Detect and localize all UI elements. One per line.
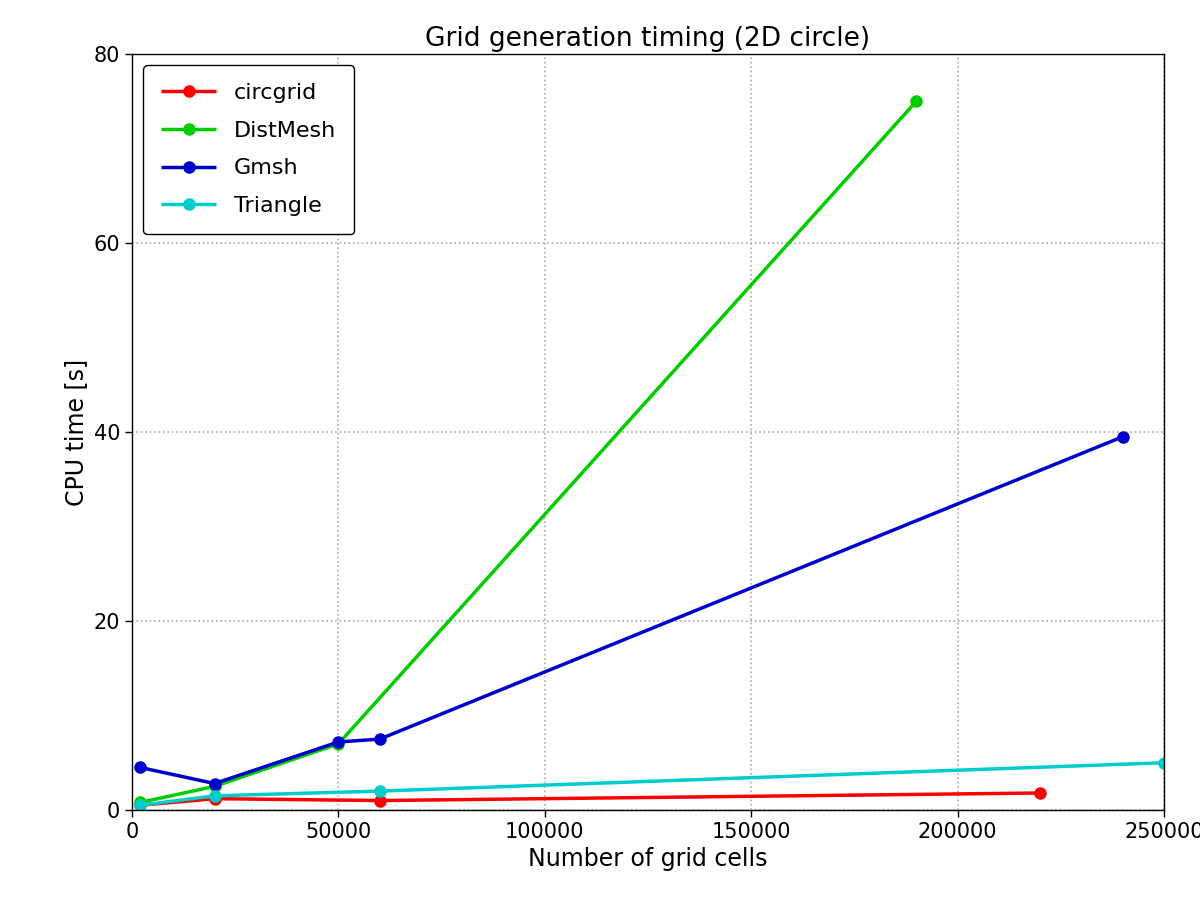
- circgrid: [133, 800, 148, 811]
- DistMesh: [208, 781, 222, 792]
- DistMesh: [910, 95, 924, 106]
- Triangle: [1157, 758, 1171, 769]
- Y-axis label: CPU time [s]: CPU time [s]: [64, 358, 88, 506]
- Gmsh: [1116, 431, 1130, 442]
- Gmsh: [331, 736, 346, 747]
- Triangle: [208, 790, 222, 801]
- Gmsh: [372, 734, 386, 744]
- Title: Grid generation timing (2D circle): Grid generation timing (2D circle): [426, 26, 870, 51]
- circgrid: [372, 796, 386, 806]
- Legend: circgrid, DistMesh, Gmsh, Triangle: circgrid, DistMesh, Gmsh, Triangle: [143, 65, 354, 234]
- Gmsh: [133, 762, 148, 773]
- Gmsh: [208, 778, 222, 789]
- Line: Triangle: Triangle: [134, 757, 1170, 811]
- Line: DistMesh: DistMesh: [134, 95, 922, 808]
- circgrid: [208, 793, 222, 804]
- X-axis label: Number of grid cells: Number of grid cells: [528, 848, 768, 871]
- circgrid: [1033, 788, 1048, 798]
- Triangle: [372, 786, 386, 796]
- Triangle: [133, 800, 148, 811]
- DistMesh: [331, 738, 346, 749]
- Line: Gmsh: Gmsh: [134, 431, 1128, 789]
- Line: circgrid: circgrid: [134, 788, 1045, 811]
- DistMesh: [133, 797, 148, 808]
